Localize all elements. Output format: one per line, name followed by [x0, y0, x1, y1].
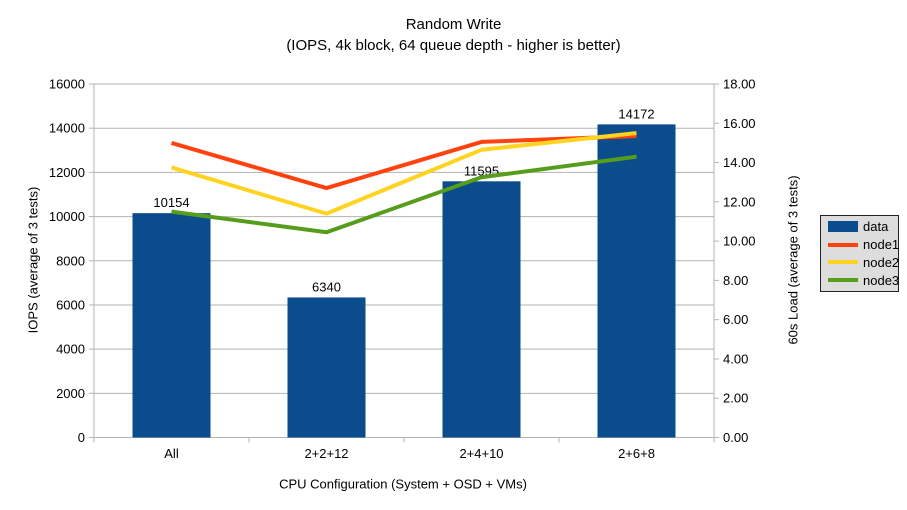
- chart-subtitle: (IOPS, 4k block, 64 queue depth - higher…: [286, 37, 621, 54]
- x-category-label: All: [164, 446, 179, 461]
- right-tick-label: 4.00: [723, 351, 748, 366]
- line-swatch-icon: [828, 278, 858, 283]
- left-tick-label: 10000: [49, 209, 85, 224]
- chart-title: Random Write: [405, 16, 502, 33]
- bar: [442, 181, 521, 438]
- line-series-node3: [171, 154, 637, 235]
- x-category-label: 2+6+8: [618, 446, 655, 461]
- legend-label: node3: [863, 272, 900, 288]
- bar: [597, 124, 676, 438]
- legend: data node1 node2 node3: [820, 215, 899, 292]
- line-series-node2: [170, 131, 637, 216]
- left-tick-label: 14000: [49, 121, 85, 136]
- bar: [132, 213, 211, 438]
- left-tick-label: 16000: [49, 77, 85, 92]
- bar-swatch-icon: [828, 221, 858, 233]
- legend-label: node1: [863, 237, 900, 253]
- legend-item-node3: node3: [828, 272, 900, 288]
- line-swatch-icon: [828, 260, 858, 265]
- left-tick-label: 4000: [56, 342, 85, 357]
- legend-label: data: [863, 219, 889, 235]
- legend-item-node1: node1: [828, 237, 900, 253]
- left-tick-label: 0: [78, 430, 85, 445]
- right-tick-label: 10.00: [723, 234, 756, 249]
- right-axis-title: 60s Load (average of 3 tests): [785, 175, 801, 345]
- line-swatch-icon: [828, 242, 858, 247]
- left-tick-label: 6000: [56, 297, 85, 312]
- x-category-label: 2+2+12: [304, 446, 348, 461]
- left-axis-title: IOPS (average of 3 tests): [25, 186, 41, 334]
- legend-item-node2: node2: [828, 254, 900, 270]
- bar-data-label: 10154: [153, 195, 189, 210]
- bar-data-label: 14172: [618, 106, 654, 121]
- left-tick-label: 12000: [49, 165, 85, 180]
- left-tick-label: 2000: [56, 386, 85, 401]
- bar: [287, 297, 366, 438]
- bar-data-label: 6340: [312, 279, 341, 294]
- right-tick-label: 0.00: [723, 430, 748, 445]
- line-series-node1: [170, 134, 637, 191]
- chart-title-block: Random Write (IOPS, 4k block, 64 queue d…: [0, 14, 907, 56]
- legend-item-data: data: [828, 219, 898, 234]
- x-axis-title: CPU Configuration (System + OSD + VMs): [279, 476, 527, 492]
- left-tick-label: 8000: [56, 253, 85, 268]
- right-tick-label: 18.00: [723, 77, 756, 92]
- x-category-label: 2+4+10: [459, 446, 503, 461]
- right-tick-label: 6.00: [723, 312, 748, 327]
- right-tick-label: 8.00: [723, 273, 748, 288]
- legend-label: node2: [863, 254, 900, 270]
- right-tick-label: 2.00: [723, 391, 748, 406]
- right-tick-label: 16.00: [723, 116, 756, 131]
- right-tick-label: 14.00: [723, 155, 756, 170]
- right-tick-label: 12.00: [723, 194, 756, 209]
